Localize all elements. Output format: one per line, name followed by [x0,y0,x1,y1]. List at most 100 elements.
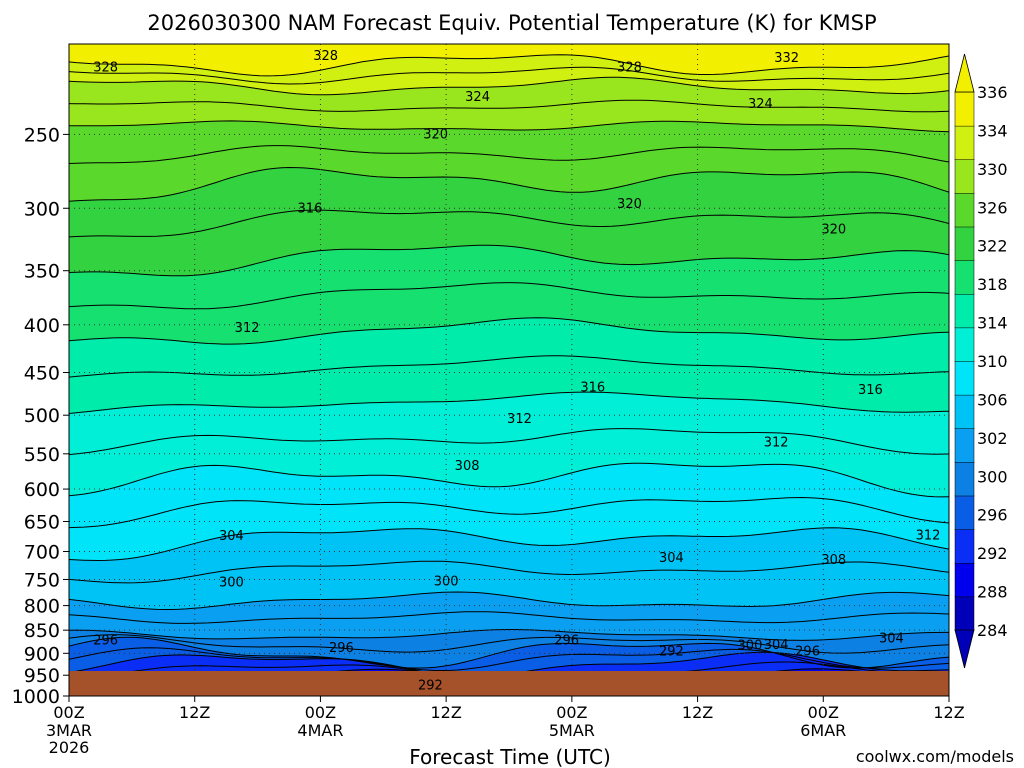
colorbar-max-arrow [954,53,975,93]
colorbar-label: 322 [977,237,1008,256]
colorbar-label: 292 [977,544,1008,563]
y-tick-label: 700 [24,542,60,564]
colorbar-min-arrow [954,629,975,669]
y-tick-label: 500 [24,405,60,427]
contour-line [69,496,949,529]
x-tick-sublabel: 6MAR [800,721,846,740]
colorbar-label: 330 [977,160,1008,179]
contour-label: 304 [879,632,904,647]
contour-label: 300 [219,576,244,591]
contour-label: 324 [465,90,490,105]
credit-text: coolwx.com/models [856,747,1014,766]
contour-label: 292 [418,678,443,693]
colorbar-label: 314 [977,314,1008,333]
contour-line [69,634,949,654]
colorbar-label: 296 [977,506,1008,525]
colorbar-swatch [954,461,975,497]
plot-frame [68,43,950,697]
x-tick-sublabel: 4MAR [297,721,343,740]
contour-label: 304 [659,551,684,566]
contour-line [69,145,949,164]
contour-label: 304 [764,638,789,653]
contour-label: 324 [748,97,773,112]
colorbar-swatch [954,91,975,127]
x-tick-label: 00Z [556,703,587,722]
contour-line [69,76,949,96]
contour-line [69,527,949,562]
x-tick-label: 12Z [179,703,210,722]
colorbar-swatch [954,596,975,631]
contour-line [69,462,949,498]
x-tick-label: 00Z [305,703,336,722]
contour-line [69,611,949,624]
x-axis-label: Forecast Time (UTC) [409,745,611,768]
ground-terrain [69,671,949,696]
x-tick-sublabel: 3MAR [46,721,92,740]
colorbar-label: 318 [977,275,1008,294]
contour-label: 304 [219,529,244,544]
colorbar-swatch [954,327,975,362]
y-tick-label: 350 [24,261,60,283]
colorbar-label: 284 [977,621,1008,640]
contour-line [69,99,949,113]
colorbar-swatch [954,192,975,228]
colorbar-label: 310 [977,352,1008,371]
colorbar-label: 336 [977,83,1008,102]
y-tick-label: 450 [24,363,60,385]
contour-label: 308 [821,553,846,568]
chart-title: 2026030300 NAM Forecast Equiv. Potential… [147,11,876,35]
contour-label: 300 [434,575,459,590]
colorbar-swatch [954,293,975,329]
contour-line [69,629,949,641]
x-tick-label: 12Z [430,703,461,722]
y-axis: 2503003504004505005506006507007508008509… [12,124,69,708]
contour-label: 308 [455,459,480,474]
contour-line [69,209,949,238]
colorbar-swatch [954,428,975,463]
colorbar-swatch [954,528,975,564]
colorbar-swatch [954,259,975,295]
colorbar-swatch [954,159,975,194]
contour-label: 316 [580,381,605,396]
colorbar-label: 288 [977,583,1008,602]
contour-line [69,120,949,133]
colorbar-label: 302 [977,429,1008,448]
contour-label: 316 [858,383,883,398]
y-tick-label: 300 [24,198,60,220]
colorbar-label: 300 [977,467,1008,486]
x-tick-label: 00Z [808,703,839,722]
contour-line [69,54,949,77]
contour-line [69,166,949,202]
contour-line [69,355,949,378]
colorbar-label: 334 [977,121,1008,140]
colorbar-swatch [954,394,975,429]
contour-line [69,428,949,456]
contour-label: 328 [93,61,118,76]
contour-label: 296 [93,634,118,649]
contour-label: 296 [795,645,820,660]
y-tick-label: 600 [24,479,60,501]
contour-label: 316 [298,201,323,216]
y-tick-label: 400 [24,315,60,337]
y-tick-label: 250 [24,124,60,146]
colorbar-swatch [954,125,975,160]
contour-line [69,647,949,671]
contour-line [69,244,949,277]
y-tick-label: 850 [24,620,60,642]
contour-line [69,560,949,584]
contour-label: 312 [507,412,532,427]
contour-label: 332 [774,51,799,66]
y-tick-label: 950 [24,665,60,687]
colorbar-swatch [954,226,975,261]
contour-label: 312 [764,436,789,451]
contour-label: 328 [313,49,338,64]
x-tick-sublabel: 2026 [49,738,90,757]
contour-line [69,282,949,310]
contour-label: 300 [738,639,763,654]
y-tick-label: 1000 [12,686,60,708]
plot-area: 328 328 328 332 324 324 320 320 320 316 316 316 312 3… [69,44,949,696]
y-tick-label: 750 [24,569,60,591]
contour-label: 296 [554,634,579,649]
contour-line [69,391,949,414]
